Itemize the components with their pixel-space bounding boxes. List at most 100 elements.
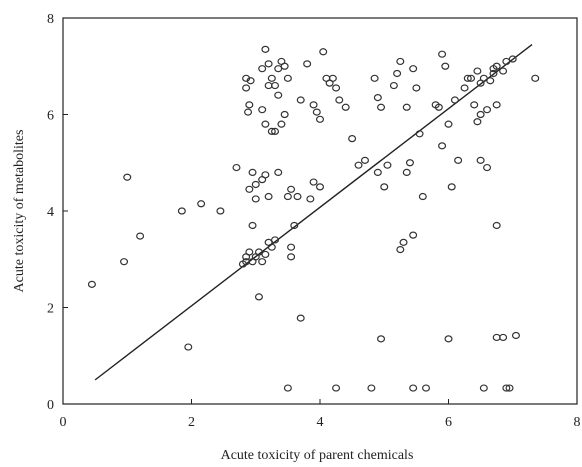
data-point xyxy=(242,258,251,266)
data-point xyxy=(402,103,411,111)
data-point xyxy=(502,384,511,392)
data-point xyxy=(370,74,379,82)
data-point xyxy=(335,96,344,104)
x-tick-label: 4 xyxy=(317,415,324,430)
data-point xyxy=(402,168,411,176)
data-point xyxy=(123,173,132,181)
data-point xyxy=(287,185,296,193)
x-tick-label: 8 xyxy=(574,415,581,430)
data-point xyxy=(332,384,341,392)
data-point xyxy=(409,65,418,73)
data-point xyxy=(499,333,508,342)
data-point xyxy=(316,183,325,191)
data-point xyxy=(248,221,257,230)
data-point xyxy=(267,127,276,135)
data-point xyxy=(248,168,257,176)
data-point xyxy=(246,77,255,85)
data-point xyxy=(434,103,443,111)
data-point xyxy=(409,231,418,239)
data-point xyxy=(476,156,485,164)
data-point xyxy=(309,101,318,109)
y-tick-label: 2 xyxy=(47,302,54,317)
x-tick-label: 6 xyxy=(445,415,452,430)
data-point xyxy=(328,74,337,82)
data-point xyxy=(280,110,289,119)
data-point xyxy=(283,384,292,392)
data-point xyxy=(405,159,414,167)
data-point xyxy=(479,384,488,392)
data-point xyxy=(473,118,482,126)
data-point xyxy=(274,91,283,99)
data-point xyxy=(380,183,389,191)
data-point xyxy=(377,335,386,343)
data-point xyxy=(316,115,325,123)
x-axis-title: Acute toxicity of parent chemicals xyxy=(221,448,414,463)
data-point xyxy=(466,74,475,82)
data-point xyxy=(367,384,376,392)
data-point xyxy=(296,96,305,104)
data-point xyxy=(254,293,263,301)
data-point xyxy=(476,110,485,119)
data-point xyxy=(232,163,241,172)
data-point xyxy=(389,81,398,90)
data-point xyxy=(396,246,405,254)
data-point xyxy=(296,314,305,322)
data-point xyxy=(277,120,286,128)
trend-line xyxy=(94,43,533,381)
data-point xyxy=(531,74,540,82)
data-point xyxy=(399,238,408,246)
data-point xyxy=(412,84,421,92)
data-point xyxy=(454,156,463,164)
data-point xyxy=(348,135,357,143)
data-point xyxy=(312,108,321,116)
data-point xyxy=(258,258,267,266)
data-point xyxy=(242,253,251,261)
data-point xyxy=(177,207,186,215)
data-point xyxy=(136,232,145,240)
data-point xyxy=(293,192,302,201)
data-point xyxy=(303,60,312,68)
data-point xyxy=(319,48,328,56)
data-point xyxy=(271,236,280,244)
data-point xyxy=(271,127,280,135)
data-point xyxy=(290,221,299,230)
data-point xyxy=(245,101,254,109)
data-point xyxy=(120,258,129,266)
data-point xyxy=(383,161,392,169)
data-point xyxy=(360,156,369,164)
data-point xyxy=(511,331,520,340)
data-point xyxy=(267,74,276,82)
data-point xyxy=(483,163,492,172)
data-point xyxy=(470,101,479,109)
data-point xyxy=(245,185,254,193)
data-point xyxy=(447,183,456,191)
data-point xyxy=(373,94,382,102)
y-axis-title: Acute toxicity of metabolites xyxy=(12,130,27,293)
data-point xyxy=(476,79,485,87)
y-tick-label: 4 xyxy=(47,205,54,220)
data-point xyxy=(261,120,270,128)
data-point xyxy=(438,142,447,150)
data-point xyxy=(309,178,318,186)
data-point xyxy=(377,103,386,111)
data-point xyxy=(444,120,453,128)
data-point xyxy=(492,62,501,70)
data-point xyxy=(283,74,292,82)
data-point xyxy=(418,192,427,201)
data-point xyxy=(261,250,270,259)
data-point xyxy=(486,77,495,85)
data-point xyxy=(492,101,501,109)
data-point xyxy=(287,253,296,261)
data-point xyxy=(306,195,315,203)
data-point xyxy=(274,168,283,176)
data-point xyxy=(499,67,508,75)
data-point xyxy=(274,65,283,73)
data-point xyxy=(489,69,498,78)
data-point xyxy=(242,84,251,92)
data-point xyxy=(251,195,260,203)
data-point xyxy=(280,62,289,70)
data-point xyxy=(251,180,260,189)
data-point xyxy=(415,130,424,138)
data-point xyxy=(197,200,206,208)
